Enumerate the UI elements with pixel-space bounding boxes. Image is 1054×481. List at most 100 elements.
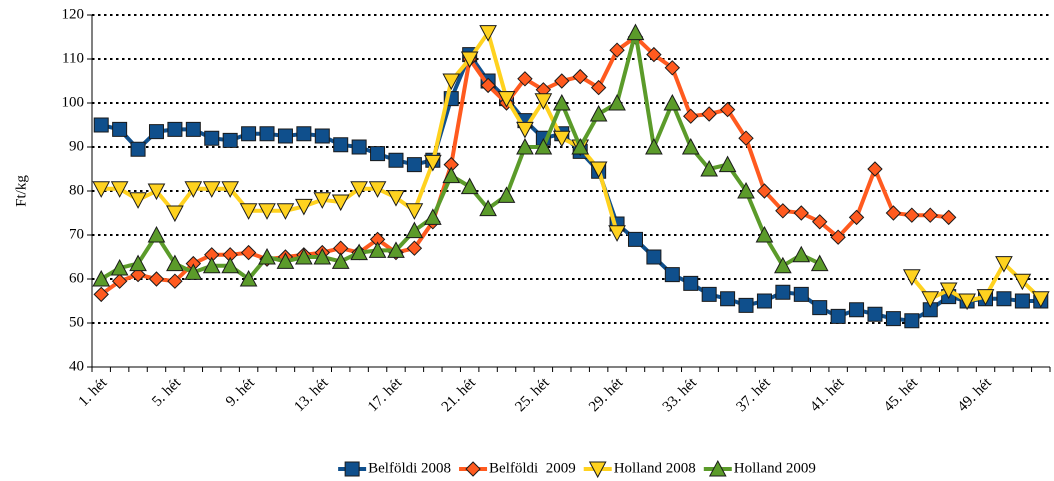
marker — [129, 192, 147, 209]
marker — [166, 254, 184, 272]
marker — [867, 306, 883, 322]
marker — [221, 181, 240, 198]
marker — [331, 252, 350, 269]
marker — [534, 137, 553, 155]
series — [92, 25, 1050, 311]
marker — [516, 121, 534, 139]
marker — [351, 139, 367, 155]
x-tick-label: 5. hét — [149, 374, 184, 409]
marker — [755, 225, 774, 243]
marker — [646, 46, 662, 63]
marker — [129, 254, 147, 272]
marker — [534, 93, 553, 110]
marker — [720, 291, 736, 307]
marker — [295, 198, 313, 216]
marker — [258, 247, 276, 265]
marker — [314, 128, 330, 144]
marker — [295, 247, 313, 265]
marker — [423, 208, 442, 225]
marker — [516, 137, 534, 155]
marker — [167, 273, 183, 289]
marker — [848, 209, 865, 226]
y-tick-label: 40 — [69, 358, 84, 374]
marker — [738, 130, 754, 146]
marker — [111, 273, 128, 289]
legend-label: Holland 2009 — [734, 460, 816, 476]
marker — [958, 293, 976, 311]
marker — [368, 181, 387, 198]
marker — [313, 247, 332, 265]
marker — [276, 203, 295, 220]
marker — [110, 181, 129, 198]
marker — [996, 291, 1012, 307]
marker — [258, 203, 276, 220]
marker — [718, 155, 737, 173]
y-tick-label: 100 — [62, 94, 85, 110]
marker — [368, 241, 387, 258]
marker — [497, 91, 516, 108]
marker — [370, 146, 386, 162]
marker — [130, 141, 146, 157]
marker — [812, 214, 828, 230]
marker — [350, 181, 368, 198]
marker — [921, 291, 940, 308]
marker — [166, 205, 184, 223]
marker — [922, 207, 938, 223]
marker — [775, 284, 791, 300]
marker — [204, 130, 220, 146]
marker — [387, 190, 405, 207]
marker — [259, 126, 275, 142]
marker — [222, 132, 238, 148]
marker — [93, 286, 109, 303]
marker — [708, 459, 727, 477]
marker — [276, 252, 295, 269]
marker — [793, 286, 809, 302]
marker — [626, 23, 645, 41]
marker — [184, 263, 203, 280]
marker — [774, 256, 792, 274]
marker — [939, 282, 958, 300]
marker — [590, 79, 607, 96]
marker — [792, 245, 811, 263]
marker — [904, 313, 920, 329]
y-tick-label: 60 — [69, 270, 84, 286]
x-tick-label: 29. hét — [586, 374, 627, 415]
marker — [737, 181, 755, 199]
marker — [552, 130, 571, 148]
x-tick-label: 37. hét — [734, 374, 775, 415]
marker — [241, 126, 257, 142]
marker — [517, 71, 533, 87]
marker — [867, 161, 883, 177]
marker — [277, 128, 293, 144]
marker — [405, 221, 424, 239]
marker — [571, 137, 590, 155]
marker — [423, 154, 442, 172]
x-tick-label: 9. hét — [223, 374, 258, 409]
x-tick-label: 33. hét — [660, 374, 701, 415]
marker — [663, 93, 682, 111]
series-line — [100, 52, 1041, 323]
marker — [240, 244, 257, 261]
x-tick-label: 41. hét — [807, 374, 848, 415]
marker — [609, 42, 625, 58]
marker — [388, 152, 404, 168]
marker — [465, 461, 481, 477]
marker — [830, 308, 846, 324]
marker — [202, 181, 221, 198]
marker — [185, 121, 201, 137]
marker — [442, 166, 461, 184]
marker — [296, 126, 312, 142]
marker — [1013, 273, 1032, 291]
marker — [406, 240, 423, 256]
marker — [756, 183, 773, 199]
marker — [92, 269, 111, 287]
series — [93, 47, 1049, 329]
marker — [700, 159, 719, 177]
marker — [554, 73, 570, 89]
marker — [460, 51, 479, 69]
marker — [239, 269, 258, 287]
legend-label: Holland 2008 — [614, 460, 696, 476]
marker — [885, 205, 902, 221]
marker — [683, 108, 699, 124]
marker — [112, 121, 128, 137]
